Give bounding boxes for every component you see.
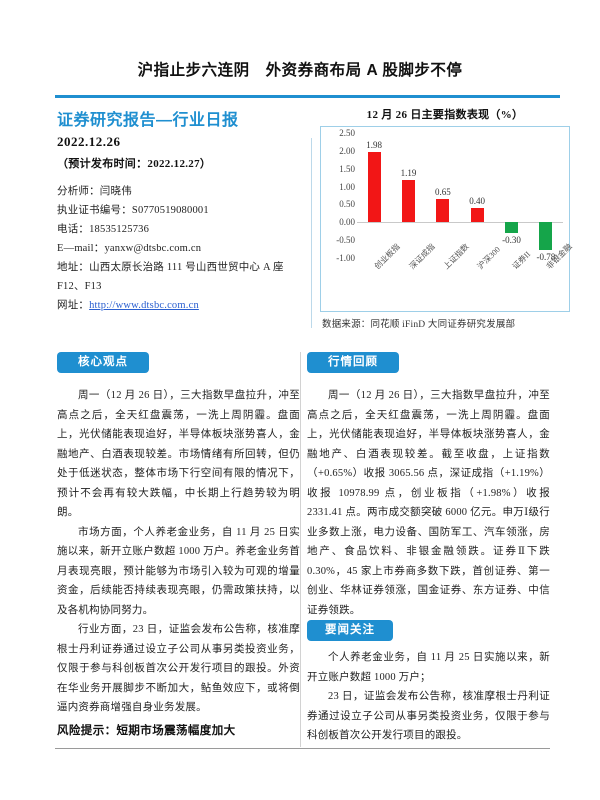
chart-y-tick: 2.00 [339,145,355,156]
core-view-body: 周一（12 月 26 日），三大指数早盘拉升，冲至高点之后，全天红盘震荡，一洗上… [57,386,300,718]
news-focus-body: 个人养老金业务，自 11 月 25 日实施以来，新开立账户数超 1000 万户；… [307,648,550,746]
column-divider [300,352,301,747]
chart-title: 12 月 26 日主要指数表现（%） [366,109,524,121]
header-vertical-divider [311,138,312,328]
chart-bar-value: 1.19 [400,167,417,178]
analyst-license: 执业证书编号：S0770519080001 [57,205,209,216]
analyst-email: E—mail：yanxw@dtsbc.com.cn [57,243,202,254]
chart-y-axis: 2.50 2.00 1.50 1.00 0.50 0.00 -0.50 -1.00 [321,127,355,311]
news-focus-paragraph: 23 日，证监会发布公告称，核准摩根士丹利证券通过设立子公司从事另类投资业务，仅… [307,691,550,741]
chart-y-tick: 0.50 [339,199,355,210]
chart-bar [505,222,518,233]
chart-bar [539,222,553,251]
analyst-info: 分析师：闫晓伟 执业证书编号：S0770519080001 电话：1853512… [57,182,307,315]
company-website-row: 网址：http://www.dtsbc.com.cn [57,296,307,315]
index-performance-chart: 2.50 2.00 1.50 1.00 0.50 0.00 -0.50 -1.00 1.98 1… [320,126,574,312]
page-title-part1: 沪指止步六连阴 [137,62,250,79]
chart-zero-line [357,222,563,224]
footer-divider [55,748,550,749]
chart-y-tick: 1.50 [339,163,355,174]
report-release-note: （预计发布时间：2022.12.27） [57,158,212,170]
chart-y-tick: -1.00 [336,253,355,263]
chart-plot-area: 1.98 1.19 0.65 0.40 -0.30 -0.78 [357,133,563,262]
page-title: 沪指止步六连阴 外资券商布局 A 股脚步不停 [0,58,600,80]
chart-bar-value: 0.65 [434,187,451,198]
market-review-body: 周一（12 月 26 日），三大指数早盘拉升，冲至高点之后，全天红盘震荡，一洗上… [307,386,550,620]
chart-source: 数据来源：同花顺 iFinD 大同证券研究发展部 [322,320,516,330]
chart-y-tick: 1.00 [339,181,355,192]
section-heading-news-focus: 要闻关注 [307,620,393,641]
analyst-name: 分析师：闫晓伟 [57,186,132,197]
report-brand: 证券研究报告—行业日报 [57,112,239,129]
chart-y-tick: -0.50 [336,235,355,246]
page-title-part2: 外资券商布局 A 股脚步不停 [265,62,463,79]
core-view-paragraph: 市场方面，个人养老金业务，自 11 月 25 日实施以来，新开立账户数超 100… [57,526,300,616]
chart-bar [367,151,381,223]
core-view-paragraph: 行业方面，23 日，证监会发布公告称，核准摩根士丹利证券通过设立子公司从事另类投… [57,624,300,713]
chart-y-tick: 2.50 [339,128,355,138]
chart-y-tick: 0.00 [339,217,355,228]
company-address: 地址：山西太原长治路 111 号山西世贸中心 A 座 F12、F13 [57,262,284,292]
chart-bar-value: 0.40 [469,196,486,206]
website-label: 网址： [57,300,90,311]
title-divider [55,95,560,98]
section-heading-core-view: 核心观点 [57,352,149,373]
news-focus-paragraph: 个人养老金业务，自 11 月 25 日实施以来，新开立账户数超 1000 万户； [307,652,550,683]
market-review-paragraph: 周一（12 月 26 日），三大指数早盘拉升，冲至高点之后，全天红盘震荡，一洗上… [307,390,550,616]
analyst-phone: 电话：18535125736 [57,224,150,235]
chart-bar [402,179,415,223]
chart-bar-value: 1.98 [366,139,383,150]
section-heading-market-review: 行情回顾 [307,352,399,373]
website-link[interactable]: http://www.dtsbc.com.cn [89,300,199,311]
chart-bar-value: -0.78 [536,252,556,263]
report-date: 2022.12.26 [57,134,121,149]
chart-bar [470,208,484,223]
chart-bar-value: -0.30 [502,235,521,245]
core-view-paragraph: 周一（12 月 26 日），三大指数早盘拉升，冲至高点之后，全天红盘震荡，一洗上… [57,390,300,518]
risk-note: 风险提示：短期市场震荡幅度加大 [57,725,236,737]
chart-bar [436,199,450,223]
